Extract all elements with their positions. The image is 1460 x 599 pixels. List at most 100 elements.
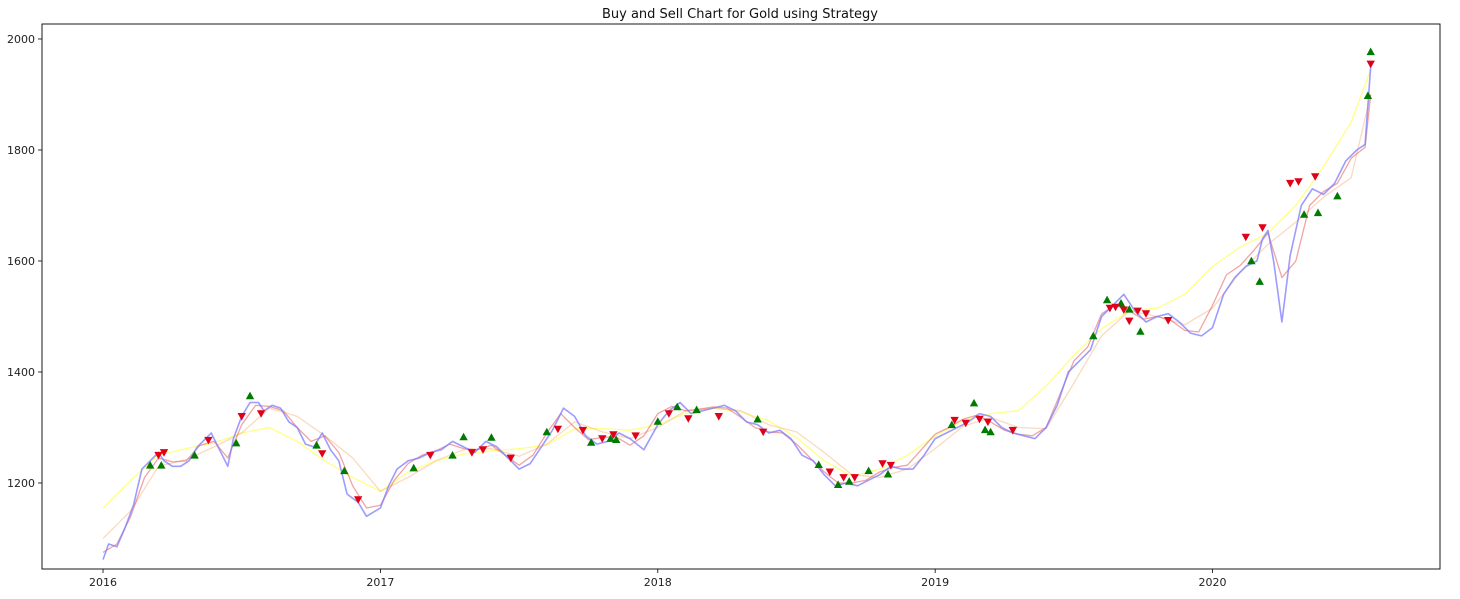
buy-signal-marker: [814, 460, 823, 468]
buy-signal-marker: [232, 438, 241, 447]
buy-signal-marker: [542, 427, 551, 436]
sell-signal-marker: [631, 432, 640, 440]
sell-signal-marker: [825, 468, 834, 477]
buy-signal-marker: [146, 461, 155, 469]
sell-signal-marker: [1119, 306, 1128, 314]
buy-signal-marker: [312, 441, 321, 449]
sell-signal-marker: [256, 410, 266, 418]
sell-signal-marker: [159, 449, 169, 457]
buy-signal-marker: [1102, 295, 1112, 304]
buy-signal-marker: [606, 434, 615, 442]
y-tick-label: 1800: [7, 144, 35, 157]
sell-signal-marker: [1111, 303, 1120, 312]
x-tick-label: 2020: [1199, 576, 1227, 589]
buy-signal-marker: [1247, 256, 1256, 265]
buy-signal-marker: [673, 402, 682, 411]
buy-signal-marker: [612, 435, 621, 443]
buy-signal-marker: [245, 391, 255, 400]
buy-signal-marker: [653, 417, 662, 425]
buy-signal-marker: [833, 480, 843, 488]
sell-signal-marker: [961, 419, 970, 428]
y-axis: 1200 1400 1600 1800 2000: [7, 33, 42, 490]
sell-signal-marker: [983, 418, 993, 427]
sell-signal-marker: [759, 428, 768, 437]
buy-signal-marker: [1136, 327, 1145, 335]
buy-signal-marker: [692, 405, 701, 414]
sell-signal-marker: [154, 451, 163, 460]
sell-signal-marker: [975, 415, 984, 424]
series-line-ma-long: [102, 69, 1372, 509]
x-tick-label: 2019: [921, 576, 949, 589]
sell-signal-marker: [598, 435, 607, 443]
buy-signal-marker: [1089, 331, 1098, 340]
sell-signal-marker: [578, 426, 588, 435]
buy-signal-marker: [190, 451, 199, 459]
y-tick-label: 1400: [7, 366, 35, 379]
sell-signal-marker: [467, 449, 477, 457]
buy-signal-marker: [980, 425, 990, 434]
x-tick-label: 2016: [89, 576, 117, 589]
buy-signal-marker: [459, 432, 468, 441]
buy-signal-marker: [587, 438, 596, 446]
sell-signal-marker: [478, 446, 488, 454]
sell-signal-marker: [1366, 60, 1375, 69]
plot-area: [41, 23, 1441, 570]
buy-signal-marker: [753, 415, 762, 423]
sell-signal-marker: [318, 450, 327, 458]
buy-signal-marker: [1299, 210, 1309, 218]
x-axis: 2016 2017 2018 2019 2020: [89, 569, 1227, 589]
buy-signal-marker: [157, 461, 166, 469]
buy-signal-marker: [1333, 191, 1342, 200]
sell-signal-marker: [1008, 426, 1017, 435]
sell-signal-marker: [950, 416, 959, 425]
buy-signal-marker: [1125, 305, 1134, 313]
buy-signal-marker: [947, 420, 956, 429]
sell-signal-marker: [1125, 317, 1134, 326]
y-tick-label: 1600: [7, 255, 35, 268]
sell-signal-marker: [1258, 224, 1267, 232]
sell-signal-marker: [506, 454, 515, 463]
sell-signal-marker: [1164, 317, 1173, 325]
x-tick-label: 2017: [366, 576, 394, 589]
buy-signal-marker: [340, 466, 349, 475]
sell-signal-marker: [839, 474, 848, 482]
sell-signal-marker: [204, 436, 213, 445]
buy-signal-marker: [1366, 47, 1375, 56]
chart-title: Buy and Sell Chart for Gold using Strate…: [602, 7, 878, 22]
sell-signal-marker: [354, 496, 363, 504]
sell-signal-marker: [1241, 233, 1250, 242]
buy-signal-marker: [969, 398, 979, 407]
sell-signal-marker: [1133, 307, 1142, 316]
buy-signal-marker: [1313, 208, 1323, 217]
sell-signal-marker: [714, 413, 723, 421]
buy-signal-marker: [1255, 277, 1264, 285]
sell-signal-marker: [1311, 173, 1320, 181]
y-tick-label: 1200: [7, 477, 35, 490]
sell-signal-marker: [1294, 178, 1303, 186]
buy-signal-marker: [883, 469, 893, 478]
buy-signal-marker: [845, 477, 854, 485]
buy-signal-marker: [409, 463, 418, 472]
buy-signal-marker: [448, 451, 457, 459]
buy-signal-marker: [864, 466, 873, 475]
sell-signal-marker: [1141, 310, 1151, 318]
sell-signal-marker: [609, 431, 618, 439]
sell-signal-marker: [684, 415, 693, 423]
y-tick-label: 2000: [7, 33, 35, 46]
x-tick-label: 2018: [644, 576, 672, 589]
buy-signal-marker: [1363, 91, 1373, 99]
sell-signal-marker: [664, 410, 674, 418]
buy-signal-marker: [986, 427, 995, 436]
series-line-ma-medium: [102, 94, 1372, 539]
buy-signal-marker: [487, 433, 496, 441]
series-line-price: [102, 66, 1372, 560]
sell-signal-marker: [878, 460, 887, 468]
sell-signal-marker: [1286, 179, 1295, 188]
sell-signal-marker: [426, 451, 435, 460]
sell-signal-marker: [886, 461, 895, 470]
sell-signal-marker: [237, 413, 246, 421]
sell-signal-marker: [850, 474, 859, 482]
sell-signal-marker: [1105, 304, 1115, 313]
sell-signal-marker: [553, 425, 563, 434]
